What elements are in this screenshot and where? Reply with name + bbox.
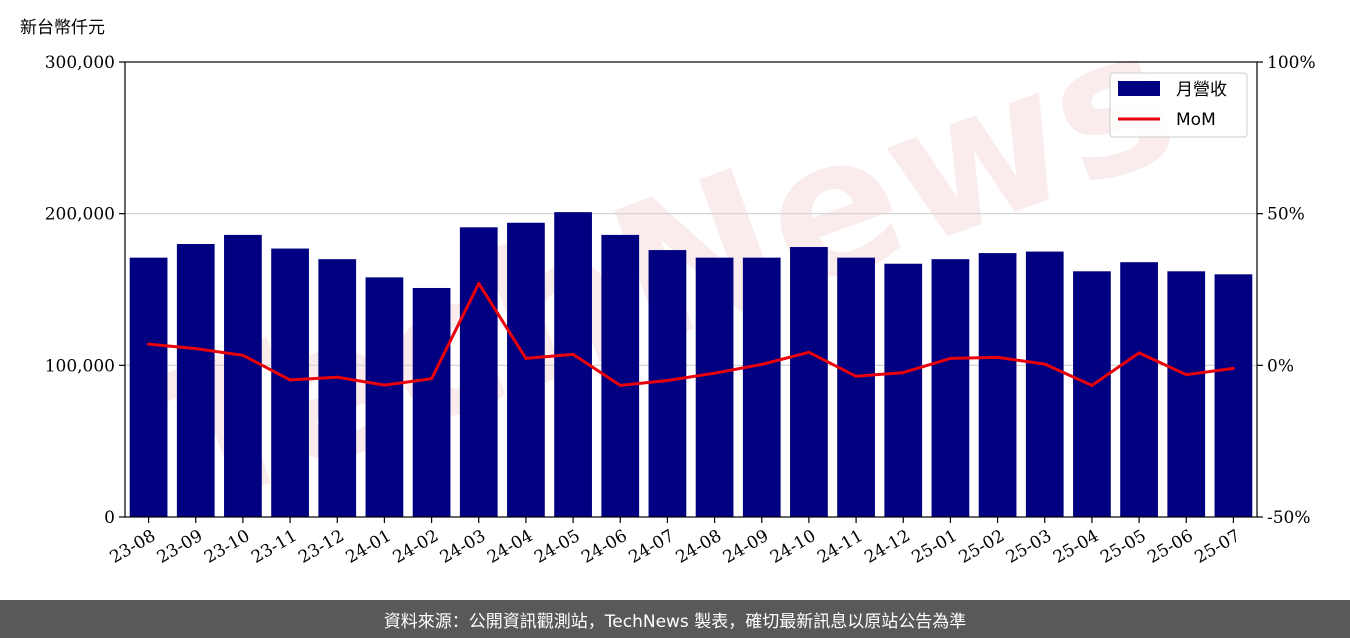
x-axis-tick-label: 24-12: [861, 526, 913, 568]
x-axis-tick-label: 25-05: [1097, 526, 1149, 568]
line-series: [147, 281, 1235, 387]
bar-23-09: [176, 244, 215, 517]
x-axis-tick-label: 24-09: [720, 526, 772, 568]
x-axis-tick-label: 24-01: [342, 526, 394, 568]
x-axis-tick-label: 25-02: [956, 526, 1008, 568]
mom-point-24-05: [571, 352, 575, 356]
mom-point-24-08: [713, 371, 717, 375]
bar-24-08: [695, 257, 734, 517]
mom-point-23-08: [147, 342, 151, 346]
mom-point-24-10: [807, 350, 811, 354]
x-axis-tick-label: 25-04: [1050, 526, 1102, 568]
x-axis-tick-label: 23-12: [295, 526, 347, 568]
gridlines: [125, 213, 1257, 366]
bar-24-03: [459, 227, 498, 518]
mom-point-24-04: [524, 356, 528, 360]
mom-point-24-07: [665, 379, 669, 382]
bar-23-11: [271, 248, 309, 518]
x-axis-tick-label: 24-04: [484, 526, 536, 568]
mom-point-24-09: [760, 362, 764, 366]
footer-source-note: 資料來源：公開資訊觀測站，TechNews 製表，確切最新訊息以原站公告為準: [0, 600, 1350, 638]
x-axis-tick-label: 25-07: [1191, 526, 1243, 568]
mom-point-25-05: [1137, 351, 1141, 355]
right-axis-tick-label: 0%: [1267, 356, 1294, 376]
x-axis-tick-label: 25-03: [1003, 526, 1055, 568]
legend-label-revenue: 月營收: [1176, 80, 1227, 100]
mom-point-25-04: [1090, 383, 1094, 387]
bar-24-01: [365, 277, 404, 517]
right-axis-tick-label: 100%: [1267, 53, 1316, 73]
bar-24-10: [790, 247, 828, 518]
x-axis-tick-label: 24-10: [767, 526, 819, 568]
bar-23-12: [318, 259, 357, 517]
mom-point-24-06: [618, 383, 622, 387]
bar-23-08: [129, 257, 168, 517]
right-axis: -50% 0% 50% 100%: [1257, 53, 1316, 528]
mom-point-25-07: [1231, 366, 1235, 370]
bar-24-07: [648, 250, 687, 518]
x-axis-tick-label: 24-07: [625, 526, 677, 568]
mom-point-24-02: [430, 377, 434, 381]
bar-24-05: [554, 212, 592, 517]
mom-point-25-03: [1043, 362, 1047, 366]
bar-25-04: [1073, 271, 1111, 517]
left-axis-tick-label: 200,000: [45, 205, 115, 225]
bar-25-06: [1167, 271, 1206, 517]
x-axis-tick-label: 25-06: [1144, 526, 1196, 568]
bar-24-11: [837, 257, 875, 517]
x-axis-tick-label: 24-06: [578, 526, 630, 568]
mom-point-25-06: [1184, 373, 1188, 377]
left-axis: 0 100,000 200,000 300,000: [45, 53, 125, 528]
x-axis-tick-label: 24-05: [531, 526, 583, 568]
x-axis-tick-label: 24-02: [390, 526, 442, 568]
x-axis-tick-label: 23-09: [154, 526, 206, 568]
mom-point-23-12: [335, 375, 339, 379]
bar-24-12: [884, 263, 923, 517]
x-axis-tick-label: 24-11: [814, 526, 866, 568]
mom-point-24-11: [854, 374, 858, 378]
bar-25-01: [931, 259, 970, 517]
left-axis-tick-label: 100,000: [45, 356, 115, 376]
mom-point-25-01: [948, 356, 952, 360]
legend: 月營收 MoM: [1109, 72, 1248, 138]
x-axis-tick-label: 24-08: [673, 526, 725, 568]
bar-25-02: [978, 253, 1017, 517]
bar-25-03: [1025, 251, 1064, 518]
plot-frame: [124, 61, 1258, 518]
mom-point-23-09: [194, 347, 198, 351]
x-axis-tick-label: 24-03: [437, 526, 489, 568]
left-axis-unit-label: 新台幣仟元: [20, 18, 105, 38]
x-axis-tick-label: 23-08: [107, 526, 159, 568]
left-axis-tick-label: 300,000: [45, 53, 115, 73]
mom-point-24-03: [477, 281, 481, 285]
x-axis-tick-label: 25-01: [908, 526, 960, 568]
bar-series: [129, 212, 1253, 518]
right-axis-tick-label: 50%: [1267, 205, 1305, 225]
mom-point-23-10: [241, 353, 245, 357]
mom-point-25-02: [996, 355, 1000, 359]
bar-25-07: [1214, 274, 1253, 517]
left-axis-tick-label: 0: [104, 508, 115, 528]
bar-24-02: [412, 287, 451, 517]
mom-line: [148, 281, 1234, 387]
legend-bar-swatch: [1118, 81, 1160, 96]
bar-24-09: [742, 257, 781, 517]
legend-label-mom: MoM: [1176, 110, 1216, 130]
mom-point-24-12: [901, 371, 905, 375]
mom-point-24-01: [382, 383, 386, 387]
right-axis-tick-label: -50%: [1267, 508, 1311, 528]
bar-25-05: [1120, 262, 1158, 517]
mom-point-23-11: [288, 378, 292, 382]
bar-23-10: [224, 234, 262, 517]
bar-24-04: [507, 222, 545, 517]
